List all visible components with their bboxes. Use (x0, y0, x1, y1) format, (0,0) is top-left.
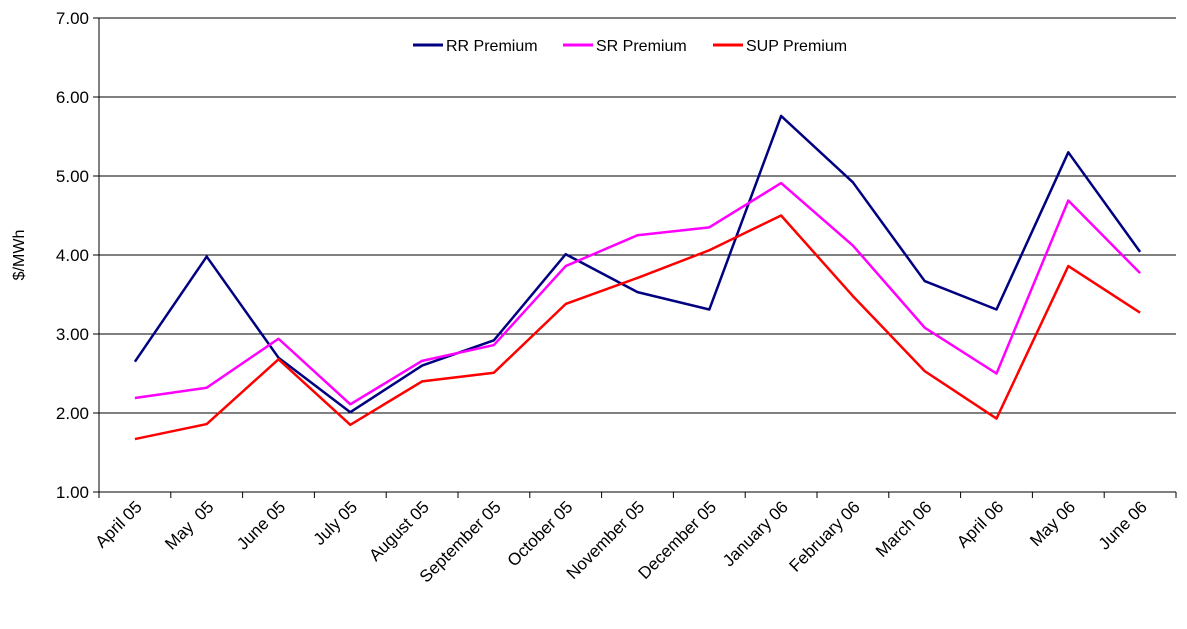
x-tick-label: February 06 (785, 497, 863, 575)
x-tick-label: May 05 (161, 497, 217, 553)
y-tick-label: 2.00 (56, 404, 89, 423)
y-tick-label: 6.00 (56, 88, 89, 107)
line-series (134, 214, 1141, 441)
x-tick-label: July 05 (310, 497, 362, 549)
line-series (133, 114, 1142, 414)
y-tick-label: 4.00 (56, 246, 89, 265)
x-tick-label: May 06 (1026, 497, 1079, 550)
x-tick-label: June 06 (1095, 497, 1151, 553)
y-tick-label: 1.00 (56, 483, 89, 502)
y-tick-label: 5.00 (56, 167, 89, 186)
x-tick-label: March 06 (872, 497, 936, 561)
x-tick-label: April 05 (92, 497, 146, 551)
x-tick-label: January 06 (719, 497, 792, 570)
x-tick-label: June 05 (233, 497, 289, 553)
y-axis-label: $/MWh (11, 230, 28, 281)
legend-label: SR Premium (596, 38, 687, 55)
y-tick-label: 7.00 (56, 9, 89, 28)
x-tick-label: August 05 (365, 497, 433, 565)
x-tick-label: April 06 (953, 497, 1007, 551)
legend-label: SUP Premium (746, 38, 847, 55)
y-tick-label: 3.00 (56, 325, 89, 344)
legend-label: RR Premium (446, 38, 538, 55)
line-series (134, 181, 1141, 406)
x-tick-label: October 05 (504, 497, 577, 570)
